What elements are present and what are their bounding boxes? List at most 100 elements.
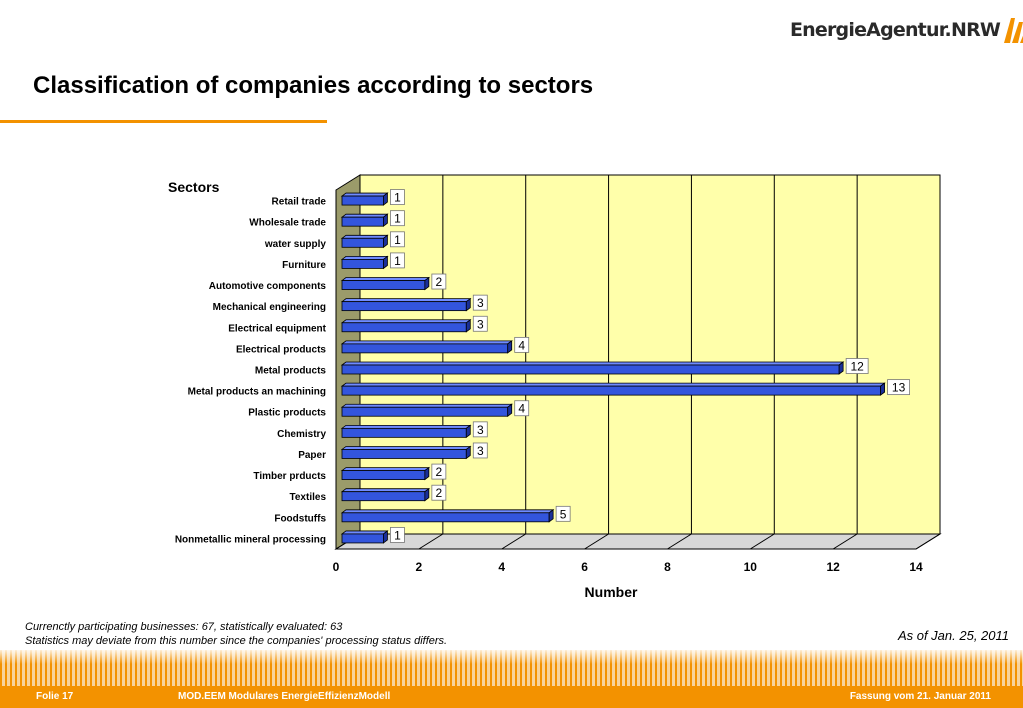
bar-front (341, 470, 426, 480)
bar-front (341, 491, 426, 502)
floor-gridline (667, 533, 692, 550)
data-label: 3 (477, 423, 484, 437)
bar-front (341, 343, 509, 354)
bar (340, 276, 431, 291)
footnote-line-2: Statistics may deviate from this number … (25, 635, 448, 647)
logo: EnergieAgentur.NRW (790, 14, 1023, 46)
data-label: 4 (518, 338, 525, 352)
data-label: 3 (477, 444, 484, 458)
data-label-box (390, 527, 405, 543)
category-label: Foodstuffs (274, 513, 326, 524)
bar-top (340, 467, 431, 471)
data-label-box (514, 400, 530, 417)
x-tick-label: 2 (416, 560, 423, 574)
bar (340, 382, 886, 396)
bar-front (341, 322, 467, 333)
bar (340, 361, 845, 375)
bar-front (341, 427, 467, 438)
data-label: 1 (394, 191, 401, 205)
footer-bar: Folie 17 MOD.EEM Modulares EnergieEffizi… (0, 686, 1023, 708)
bar-front (341, 533, 384, 544)
footnote: Currenctly participating businesses: 67,… (25, 620, 447, 648)
bar-front (341, 385, 881, 396)
data-label-box (431, 484, 447, 501)
bar (340, 234, 389, 249)
category-label: Nonmetallic mineral processing (175, 534, 326, 545)
data-label: 1 (394, 528, 401, 542)
bar-top (340, 234, 389, 239)
bar-end (383, 530, 388, 544)
bar (340, 213, 389, 227)
data-label: 3 (477, 317, 484, 331)
bar-end (383, 255, 388, 270)
data-label: 12 (850, 360, 864, 374)
data-label-box (390, 252, 405, 269)
bar-top (340, 256, 389, 260)
floor-gridline (584, 533, 609, 550)
category-label: Chemistry (277, 429, 326, 440)
category-label: Timber prducts (253, 471, 326, 482)
logo-text: EnergieAgentur.NRW (790, 19, 1001, 41)
slide-number: Folie 17 (36, 691, 74, 702)
category-label: Plastic products (248, 408, 326, 419)
bar (340, 466, 431, 481)
bar (340, 403, 513, 418)
data-label-box (390, 210, 405, 227)
data-label-box (472, 442, 488, 459)
bar-end (507, 403, 513, 418)
data-label: 2 (436, 486, 443, 500)
category-label: Mechanical engineering (213, 302, 326, 313)
x-tick-label: 12 (826, 560, 840, 574)
bar-top (340, 488, 431, 493)
data-label: 2 (436, 275, 443, 289)
bar-top (340, 424, 472, 429)
bar (340, 509, 555, 523)
x-axis-title: Number (585, 584, 638, 600)
bar-end (838, 361, 844, 375)
data-label: 2 (436, 465, 443, 479)
category-label: Metal products (255, 366, 327, 377)
bar-end (383, 213, 388, 227)
floor-gridline (501, 533, 526, 550)
plot-floor (334, 533, 942, 550)
title-divider (0, 120, 327, 123)
as-of-date: As of Jan. 25, 2011 (897, 628, 1009, 643)
bar (340, 318, 472, 333)
plot-back-wall (359, 174, 941, 535)
data-label-box (845, 358, 869, 374)
decorative-stripe-band (0, 650, 1023, 686)
version-date: Fassung vom 21. Januar 2011 (849, 691, 991, 702)
bar-end (465, 297, 471, 312)
data-label-box (390, 189, 405, 205)
bar-end (465, 424, 471, 439)
data-label: 5 (560, 507, 567, 521)
x-tick-label: 4 (498, 560, 505, 574)
bar (340, 340, 513, 354)
floor-gridline (832, 533, 858, 550)
bar (340, 445, 472, 460)
category-label: Retail trade (272, 197, 327, 208)
bar-front (341, 512, 550, 523)
bar (340, 255, 389, 270)
data-label-box (555, 505, 571, 522)
bar-top (340, 340, 513, 345)
bar-top (340, 382, 886, 387)
floor-gridline (915, 533, 941, 550)
footnote-line-1: Currenctly participating businesses: 67,… (25, 621, 343, 633)
data-label-box (472, 294, 488, 311)
x-tick-label: 6 (581, 560, 588, 574)
bar-front (341, 280, 426, 290)
bar-front (341, 237, 384, 248)
category-label: Paper (298, 450, 326, 461)
bar-front (341, 301, 467, 312)
x-tick-label: 10 (744, 560, 758, 574)
data-label: 1 (394, 233, 401, 247)
bar-top (340, 298, 472, 303)
bar (340, 530, 389, 544)
category-label: Metal products an machining (188, 387, 326, 398)
category-label: water supply (264, 239, 327, 250)
data-label-box (887, 379, 910, 396)
bar-top (340, 361, 845, 366)
bar-end (548, 509, 554, 523)
